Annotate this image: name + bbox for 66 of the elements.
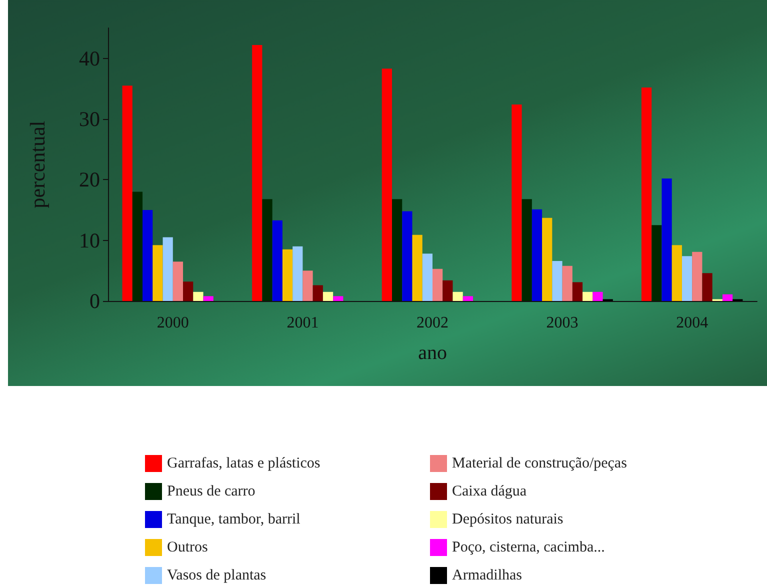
x-tick-label: 2000 (156, 314, 189, 332)
bar (722, 294, 733, 301)
bar (382, 68, 392, 301)
bar (522, 199, 532, 301)
bar (412, 234, 422, 301)
bar (282, 249, 293, 301)
bar (452, 292, 463, 301)
bar (432, 268, 443, 301)
bar (672, 245, 682, 301)
bar (442, 280, 453, 301)
bar (183, 282, 194, 301)
legend-label: Material de construção/peças (452, 456, 628, 472)
bar (252, 44, 262, 301)
bar (552, 260, 562, 301)
legend-label: Caixa dágua (452, 484, 527, 500)
bar (333, 296, 344, 301)
bar (302, 270, 313, 301)
bar (682, 256, 692, 301)
bar (193, 292, 204, 301)
x-tick-label: 2004 (676, 314, 708, 332)
bar (462, 296, 473, 301)
legend-label: Outros (167, 540, 208, 556)
bar (312, 285, 323, 301)
x-tick-label: 2003 (546, 314, 578, 332)
bar (542, 218, 552, 301)
bar (162, 237, 173, 301)
bar (152, 245, 163, 301)
bar (262, 199, 272, 301)
x-tick-label: 2001 (286, 314, 319, 332)
y-tick-label: 40 (79, 46, 100, 70)
y-tick-label: 30 (79, 107, 100, 131)
bar (592, 292, 603, 301)
bar (172, 262, 184, 301)
bar (641, 87, 652, 301)
y-axis-title: percentual (26, 120, 50, 208)
bar (512, 104, 522, 301)
legend-label: Depósitos naturais (452, 512, 564, 528)
bar (532, 209, 542, 301)
y-tick-label: 0 (90, 289, 100, 313)
bar (422, 254, 432, 301)
bar (203, 296, 214, 301)
bar (322, 292, 334, 301)
bar (562, 266, 572, 301)
legend-label: Garrafas, latas e plásticos (167, 456, 320, 472)
bar (582, 292, 593, 301)
bar (662, 178, 672, 301)
legend-label: Tanque, tambor, barril (167, 512, 300, 528)
bar (572, 282, 583, 301)
bar (392, 199, 402, 301)
bar (122, 86, 132, 301)
legend-label: Pneus de carro (167, 484, 256, 500)
bar (142, 210, 153, 301)
bar (652, 225, 662, 301)
bar (402, 211, 412, 301)
bar (702, 273, 712, 301)
x-tick-label: 2002 (416, 314, 448, 332)
bar (272, 220, 282, 301)
y-tick-label: 20 (79, 168, 100, 192)
legend-label: Armadilhas (452, 568, 522, 584)
x-axis-title: ano (418, 342, 447, 364)
bar (132, 192, 143, 301)
bar (692, 252, 702, 301)
bar (292, 246, 303, 301)
y-tick-label: 10 (79, 228, 100, 252)
legend-label: Vasos de plantas (167, 568, 266, 584)
legend-label: Poço, cisterna, cacimba... (452, 540, 605, 556)
